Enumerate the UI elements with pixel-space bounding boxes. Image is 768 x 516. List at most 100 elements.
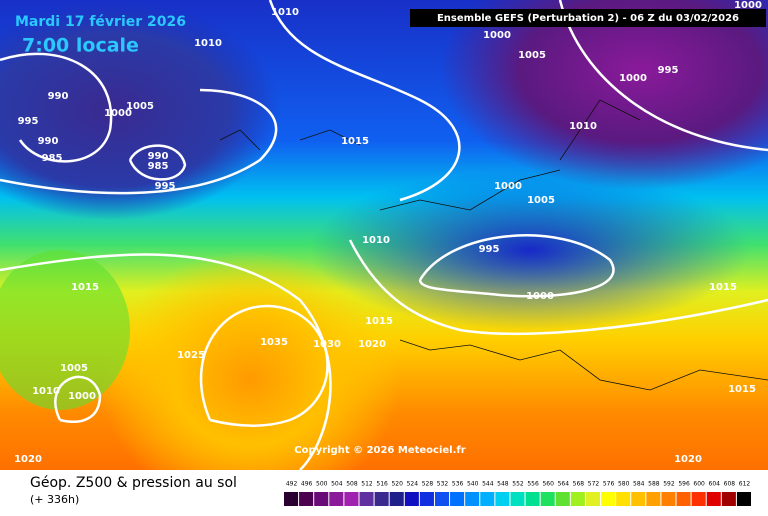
scale-label: 500	[316, 481, 328, 488]
scale-swatch	[721, 492, 736, 506]
run-info: Ensemble GEFS (Perturbation 2) - 06 Z du…	[437, 13, 739, 24]
scale-label: 580	[618, 481, 630, 488]
isobar-label: 1015	[728, 384, 756, 395]
isobar-label: 995	[479, 244, 500, 255]
isobar-label: 1010	[569, 121, 597, 132]
isobar-label: 990	[38, 136, 59, 147]
isobar	[348, 239, 768, 335]
scale-label: 556	[527, 481, 539, 488]
scale-swatch	[525, 492, 540, 506]
scale-label: 588	[648, 481, 660, 488]
scale-swatch	[736, 492, 751, 506]
scale-swatch	[344, 492, 359, 506]
scale-swatch	[570, 492, 585, 506]
shade	[100, 250, 400, 510]
isobar-label: 1030	[313, 339, 341, 350]
shade	[440, 0, 768, 190]
scale-label: 548	[497, 481, 509, 488]
scale-swatch	[284, 492, 299, 506]
shade	[310, 170, 750, 330]
isobar-label: 1000	[619, 73, 647, 84]
date: Mardi 17 février 2026	[15, 14, 186, 30]
scale-label: 592	[663, 481, 675, 488]
isobar	[0, 253, 332, 471]
isobar-label: 1000	[494, 181, 522, 192]
scale-label: 512	[361, 481, 373, 488]
scale-label: 584	[633, 481, 645, 488]
scale-label: 492	[286, 481, 298, 488]
isobar-label: 1000	[483, 30, 511, 41]
scale-swatch	[389, 492, 404, 506]
scale-swatch	[601, 492, 616, 506]
isobar-label: 1005	[527, 195, 555, 206]
scale-swatch	[329, 492, 344, 506]
scale-label: 564	[558, 481, 570, 488]
isobar	[558, 0, 768, 152]
color-scale: 492 496 500 504 508 512 516 520 524 528 532 536 540 5…	[284, 481, 751, 506]
scale-label: 516	[376, 481, 388, 488]
scale-swatch	[540, 492, 555, 506]
scale-label: 560	[542, 481, 554, 488]
scale-label: 524	[407, 481, 419, 488]
local-time: 7:00 locale	[22, 35, 139, 57]
isobar	[268, 0, 461, 202]
isobar-labels: 1010 1010 1000 1005 995 1000 1000 990 1005 1000 99…	[14, 0, 762, 465]
scale-label: 552	[512, 481, 524, 488]
scale-label: 540	[467, 481, 479, 488]
footer-title: Géop. Z500 & pression au sol	[30, 475, 237, 491]
isobar-label: 1000	[68, 391, 96, 402]
scale-swatch	[374, 492, 389, 506]
scale-label: 604	[709, 481, 721, 488]
isobar-label: 1000	[526, 291, 554, 302]
scale-swatch	[495, 492, 510, 506]
isobar-label: 1015	[341, 136, 369, 147]
isobar-label: 1010	[362, 235, 390, 246]
isobar-label: 985	[42, 153, 63, 164]
scale-label: 520	[391, 481, 403, 488]
scale-swatch	[691, 492, 706, 506]
scale-label: 532	[437, 481, 449, 488]
isobar-label: 1010	[194, 38, 222, 49]
scale-label: 600	[693, 481, 705, 488]
scale-swatch	[465, 492, 480, 506]
isobar-label: 1015	[365, 316, 393, 327]
copyright: Copyright © 2026 Meteociel.fr	[294, 445, 465, 456]
isobar-label: 995	[155, 181, 176, 192]
lead-time: (+ 336h)	[30, 493, 79, 506]
scale-swatch	[661, 492, 676, 506]
scale-swatch	[359, 492, 374, 506]
isobar	[0, 88, 278, 195]
scale-label: 528	[422, 481, 434, 488]
isobar-label: 1025	[177, 350, 205, 361]
scale-swatch	[646, 492, 661, 506]
scale-label: 572	[588, 481, 600, 488]
isobar	[418, 234, 615, 298]
shade	[0, 250, 130, 410]
scale-label: 508	[346, 481, 358, 488]
isobar-label: 1020	[358, 339, 386, 350]
isobar	[54, 375, 102, 423]
scale-label: 496	[301, 481, 313, 488]
scale-swatch	[450, 492, 465, 506]
scale-label: 576	[603, 481, 615, 488]
isobar-label: 990	[48, 91, 69, 102]
isobar-label: 1035	[260, 337, 288, 348]
scale-swatch	[299, 492, 314, 506]
isobar	[0, 52, 113, 163]
isobar-label: 1015	[71, 282, 99, 293]
isobar-label: 1010	[271, 7, 299, 18]
isobar-label: 1000	[734, 0, 762, 11]
scale-swatch	[631, 492, 646, 506]
isobar-label: 995	[658, 65, 679, 76]
isobar-label: 1005	[518, 50, 546, 61]
coastline	[219, 99, 768, 391]
scale-label: 568	[573, 481, 585, 488]
scale-swatch	[434, 492, 450, 506]
scale-swatch	[555, 492, 570, 506]
isobar-label: 1010	[32, 386, 60, 397]
isobar-label: 985	[148, 161, 169, 172]
scale-label: 596	[678, 481, 690, 488]
